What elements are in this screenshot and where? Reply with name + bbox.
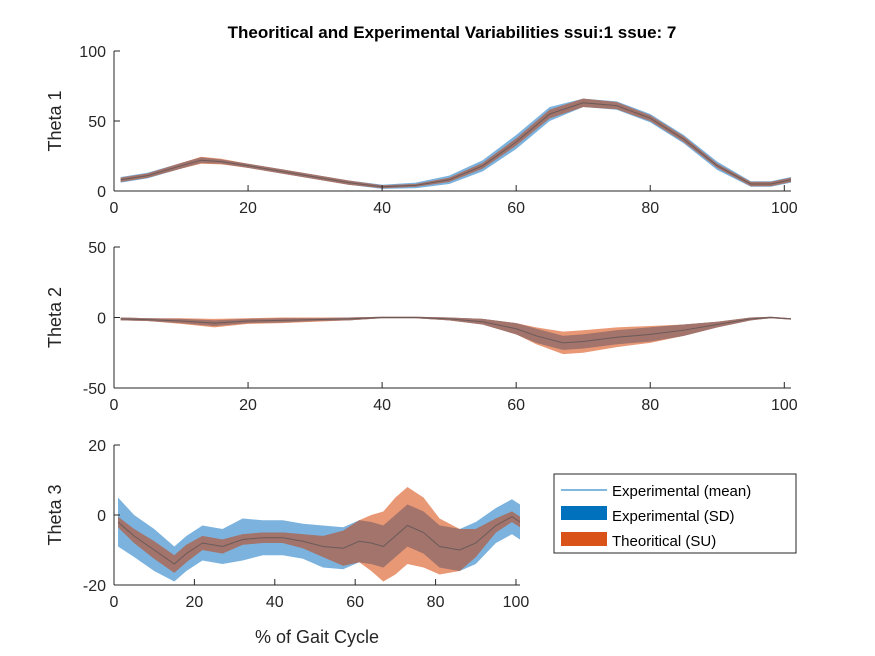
x-tick-label: 100 — [771, 397, 798, 414]
plot-content-2 — [120, 316, 791, 355]
y-tick-label: 50 — [88, 114, 106, 131]
x-tick-label: 80 — [427, 594, 445, 611]
chart-title: Theoritical and Experimental Variabiliti… — [228, 23, 677, 42]
x-tick-label: 40 — [373, 200, 391, 217]
legend-entry-sd: Experimental (SD) — [612, 508, 735, 525]
y-axis-label-theta-2: Theta 2 — [45, 287, 65, 348]
panel-1: 0 20 40 60 80 100 0 50 100 Theta 1 — [45, 44, 798, 217]
overlap-band — [118, 504, 520, 573]
legend-entry-mean: Experimental (mean) — [612, 483, 751, 500]
experimental-mean-line — [117, 516, 520, 565]
plot-area-1 — [114, 51, 791, 191]
x-tick-label: 80 — [641, 200, 659, 217]
x-tick-label: 0 — [110, 200, 119, 217]
x-tick-label: 20 — [239, 397, 257, 414]
x-tick-label: 0 — [110, 397, 119, 414]
x-tick-label: 60 — [346, 594, 364, 611]
y-tick-label: 0 — [97, 184, 106, 201]
x-tick-label: 80 — [641, 397, 659, 414]
x-tick-label: 0 — [110, 594, 119, 611]
y-tick-label: 0 — [97, 311, 106, 328]
legend-entry-su: Theoritical (SU) — [612, 533, 716, 550]
x-tick-label: 20 — [185, 594, 203, 611]
x-tick-label: 60 — [507, 200, 525, 217]
experimental-mean-line — [120, 316, 791, 344]
y-tick-label: 0 — [97, 508, 106, 525]
y-tick-label: -50 — [83, 381, 106, 398]
x-axis-label: % of Gait Cycle — [255, 627, 379, 647]
x-tick-label: 100 — [771, 200, 798, 217]
panels: 0 20 40 60 80 100 0 50 100 Theta 1 0 20 40 60 80 100 -50… — [45, 44, 798, 611]
experimental-mean-line — [120, 102, 791, 188]
legend-sd-patch-icon — [561, 506, 607, 520]
x-tick-label: 60 — [507, 397, 525, 414]
plot-content-3 — [117, 487, 520, 582]
y-tick-label: 20 — [88, 438, 106, 455]
theoretical-su-band — [120, 316, 791, 355]
x-tick-label: 20 — [239, 200, 257, 217]
y-tick-label: 100 — [79, 44, 106, 61]
legend-su-patch-icon — [561, 532, 607, 546]
x-tick-label: 40 — [266, 594, 284, 611]
y-axis-label-theta-3: Theta 3 — [45, 484, 65, 545]
y-tick-label: -20 — [83, 578, 106, 595]
plot-area-2 — [114, 247, 791, 388]
overlap-band — [120, 316, 791, 350]
x-tick-label: 40 — [373, 397, 391, 414]
plot-content-1 — [120, 98, 791, 189]
y-tick-label: 50 — [88, 240, 106, 257]
x-tick-label: 100 — [503, 594, 530, 611]
y-axis-label-theta-1: Theta 1 — [45, 90, 65, 151]
legend: Experimental (mean) Experimental (SD) Th… — [553, 473, 797, 554]
